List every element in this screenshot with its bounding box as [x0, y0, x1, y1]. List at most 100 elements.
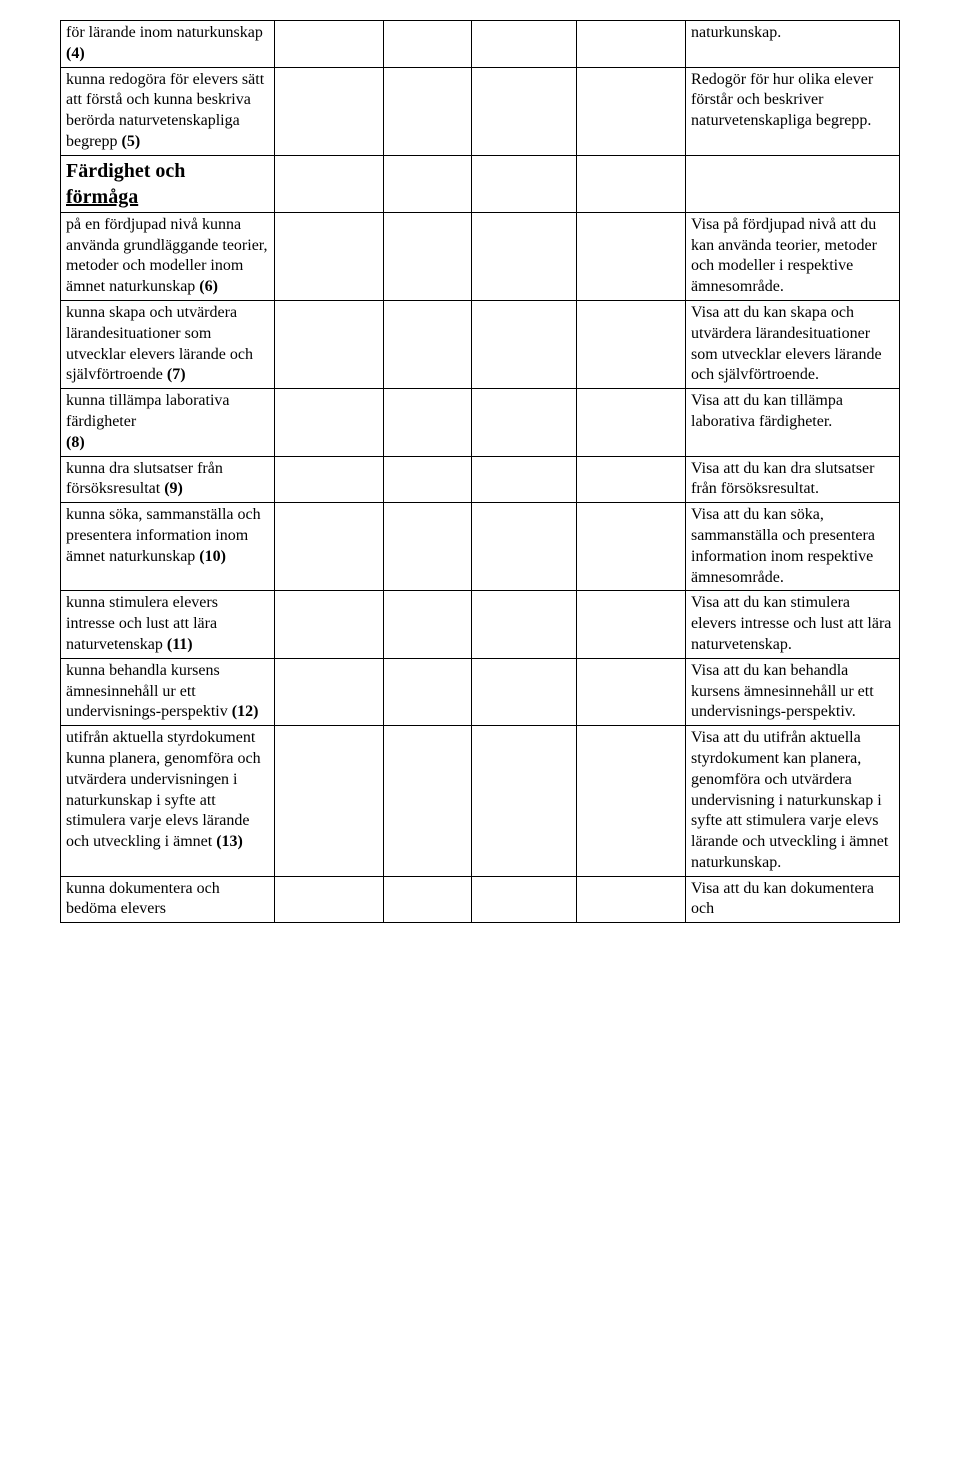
- cell-text: på en fördjupad nivå kunna använda grund…: [66, 216, 268, 295]
- cell-text: kunna dra slutsatser från försöksresulta…: [66, 460, 223, 498]
- cell-empty: [384, 300, 472, 388]
- cell-empty: [384, 155, 472, 212]
- cell-right: Visa att du kan söka, sammanställa och p…: [686, 503, 900, 591]
- cell-bold: (11): [167, 636, 193, 653]
- cell-left: kunna behandla kursens ämnesinnehåll ur …: [61, 658, 275, 725]
- page: för lärande inom naturkunskap (4) naturk…: [0, 0, 960, 943]
- cell-right: Visa att du kan stimulera elevers intres…: [686, 591, 900, 658]
- cell-text: kunna stimulera elevers intresse och lus…: [66, 594, 218, 653]
- table-row: på en fördjupad nivå kunna använda grund…: [61, 212, 900, 300]
- cell-text: kunna behandla kursens ämnesinnehåll ur …: [66, 662, 232, 721]
- cell-right: naturkunskap.: [686, 21, 900, 68]
- cell-empty: [472, 67, 577, 155]
- cell-left: kunna söka, sammanställa och presentera …: [61, 503, 275, 591]
- cell-empty: [384, 212, 472, 300]
- cell-bold: (5): [122, 133, 141, 150]
- table-row: kunna tillämpa laborativa färdigheter (8…: [61, 389, 900, 456]
- cell-empty: [472, 300, 577, 388]
- table-row: kunna stimulera elevers intresse och lus…: [61, 591, 900, 658]
- cell-empty: [274, 155, 383, 212]
- cell-empty: [576, 658, 685, 725]
- table-row: för lärande inom naturkunskap (4) naturk…: [61, 21, 900, 68]
- cell-left: kunna skapa och utvärdera lärandesituati…: [61, 300, 275, 388]
- cell-left: kunna stimulera elevers intresse och lus…: [61, 591, 275, 658]
- table-row-heading: Färdighet och förmåga: [61, 155, 900, 212]
- cell-empty: [274, 300, 383, 388]
- cell-empty: [384, 389, 472, 456]
- cell-empty: [274, 67, 383, 155]
- cell-left: för lärande inom naturkunskap (4): [61, 21, 275, 68]
- cell-left: kunna tillämpa laborativa färdigheter (8…: [61, 389, 275, 456]
- cell-empty: [274, 876, 383, 923]
- cell-right: Visa på fördjupad nivå att du kan använd…: [686, 212, 900, 300]
- cell-empty: [384, 503, 472, 591]
- cell-right: Visa att du kan behandla kursens ämnesin…: [686, 658, 900, 725]
- cell-right: Visa att du kan tillämpa laborativa färd…: [686, 389, 900, 456]
- cell-bold: (12): [232, 703, 259, 720]
- cell-empty: [576, 212, 685, 300]
- cell-text: kunna dokumentera och bedöma elevers: [66, 880, 220, 918]
- cell-left: kunna dra slutsatser från försöksresulta…: [61, 456, 275, 503]
- heading-text-2: förmåga: [66, 186, 138, 208]
- cell-empty: [384, 67, 472, 155]
- table-row: kunna dra slutsatser från försöksresulta…: [61, 456, 900, 503]
- cell-empty: [472, 591, 577, 658]
- cell-bold: (8): [66, 434, 85, 451]
- table-row: kunna söka, sammanställa och presentera …: [61, 503, 900, 591]
- cell-empty: [384, 21, 472, 68]
- cell-right: Visa att du kan dokumentera och: [686, 876, 900, 923]
- cell-empty: [576, 456, 685, 503]
- heading-text-1: Färdighet och: [66, 160, 185, 182]
- cell-empty: [472, 212, 577, 300]
- cell-bold: (13): [216, 833, 243, 850]
- cell-bold: (10): [199, 548, 226, 565]
- cell-empty: [472, 21, 577, 68]
- table-row: kunna skapa och utvärdera lärandesituati…: [61, 300, 900, 388]
- cell-empty: [576, 591, 685, 658]
- cell-text: utifrån aktuella styrdokument kunna plan…: [66, 729, 261, 850]
- cell-empty: [384, 658, 472, 725]
- cell-empty: [472, 155, 577, 212]
- cell-text: för lärande inom naturkunskap: [66, 24, 263, 41]
- cell-text: kunna tillämpa laborativa färdigheter: [66, 392, 230, 430]
- cell-left: utifrån aktuella styrdokument kunna plan…: [61, 726, 275, 877]
- cell-right: Redogör för hur olika elever förstår och…: [686, 67, 900, 155]
- cell-empty: [576, 300, 685, 388]
- table-row: kunna behandla kursens ämnesinnehåll ur …: [61, 658, 900, 725]
- cell-empty: [472, 726, 577, 877]
- table-row: kunna dokumentera och bedöma elevers Vis…: [61, 876, 900, 923]
- cell-empty: [576, 389, 685, 456]
- cell-empty: [274, 212, 383, 300]
- cell-text: kunna skapa och utvärdera lärandesituati…: [66, 304, 253, 383]
- cell-empty: [384, 591, 472, 658]
- cell-empty: [472, 658, 577, 725]
- cell-empty: [576, 876, 685, 923]
- cell-empty: [472, 456, 577, 503]
- table-row: kunna redogöra för elevers sätt att förs…: [61, 67, 900, 155]
- cell-right: [686, 155, 900, 212]
- cell-left: på en fördjupad nivå kunna använda grund…: [61, 212, 275, 300]
- cell-empty: [274, 726, 383, 877]
- cell-empty: [274, 591, 383, 658]
- cell-left: kunna redogöra för elevers sätt att förs…: [61, 67, 275, 155]
- cell-right: Visa att du kan skapa och utvärdera lära…: [686, 300, 900, 388]
- cell-empty: [274, 503, 383, 591]
- cell-empty: [274, 456, 383, 503]
- cell-empty: [576, 503, 685, 591]
- cell-empty: [384, 876, 472, 923]
- cell-empty: [576, 67, 685, 155]
- cell-empty: [576, 155, 685, 212]
- cell-empty: [274, 21, 383, 68]
- cell-left: kunna dokumentera och bedöma elevers: [61, 876, 275, 923]
- table-row: utifrån aktuella styrdokument kunna plan…: [61, 726, 900, 877]
- cell-text: kunna söka, sammanställa och presentera …: [66, 506, 261, 565]
- cell-empty: [576, 21, 685, 68]
- criteria-table: för lärande inom naturkunskap (4) naturk…: [60, 20, 900, 923]
- cell-empty: [384, 456, 472, 503]
- cell-text: kunna redogöra för elevers sätt att förs…: [66, 71, 264, 150]
- cell-empty: [384, 726, 472, 877]
- cell-heading: Färdighet och förmåga: [61, 155, 275, 212]
- cell-empty: [472, 876, 577, 923]
- cell-right: Visa att du kan dra slutsatser från förs…: [686, 456, 900, 503]
- cell-bold: (4): [66, 45, 85, 62]
